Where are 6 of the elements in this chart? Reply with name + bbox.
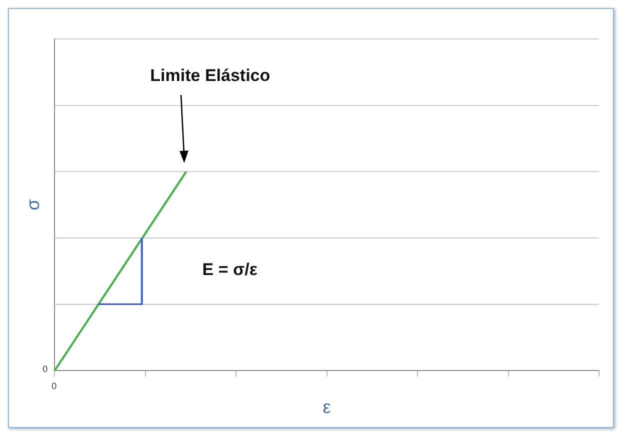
text: Limite Elástico [150, 66, 270, 86]
y-axis-title: σ [22, 199, 43, 210]
text: 0 [52, 380, 57, 391]
annotation: 0 [42, 364, 48, 374]
annotation: E = σ/ε [202, 260, 258, 280]
x-axis-title: ε [322, 397, 331, 418]
